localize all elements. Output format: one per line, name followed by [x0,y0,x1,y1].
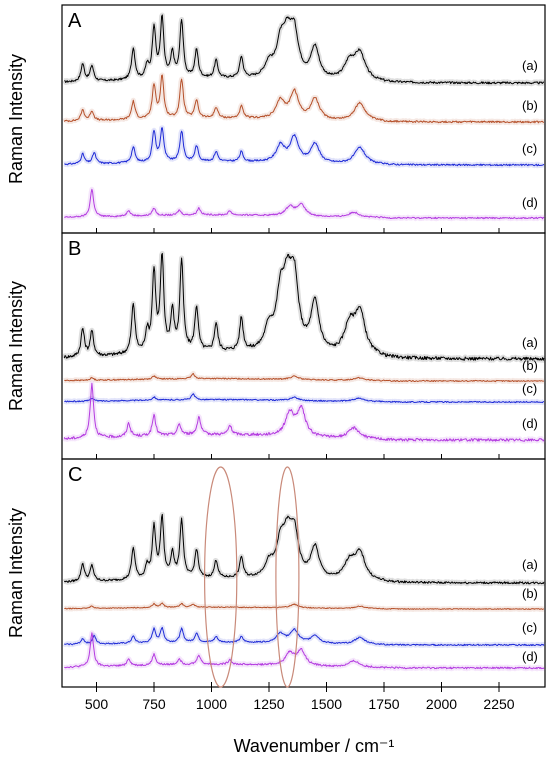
curve-label: (b) [522,586,538,601]
axis-labels: Wavenumber / cm⁻¹ [234,736,395,756]
spectrum-a-a [64,14,545,85]
panel-label: A [68,10,82,32]
panel-a: A Raman Intensity (a) (b) (c) (d) [6,4,546,234]
curve-label: (a) [522,58,538,73]
spectrum-halo [62,125,546,169]
x-tick-label: 2000 [426,696,457,712]
x-tick-label: 1250 [253,696,284,712]
panel-frame [61,232,546,460]
spectrum-halo [62,391,546,406]
panel-label: C [68,464,82,486]
x-tick-label: 750 [142,696,166,712]
x-tick-label: 1750 [368,696,399,712]
spectrum-b-a [63,252,545,361]
curve-label: (d) [522,416,538,431]
x-axis: 500 750 1000 1250 1500 1750 2000 2250 [85,687,515,712]
spectrum-c-c [63,626,545,647]
panel-frame [61,458,546,688]
spectrum-halo [62,624,547,649]
spectrum-halo [62,12,546,87]
panels: A Raman Intensity (a) (b) (c) (d) B Raman Inten… [6,4,547,688]
curve-label: (d) [522,195,538,210]
curve-label: (c) [522,141,537,156]
spectrum-c-b [64,602,544,610]
curve-label: (b) [522,358,538,373]
spectrum-b-c [64,393,545,404]
x-tick-label: 500 [85,696,109,712]
highlight-ellipse [275,466,300,688]
curve-label: (d) [522,649,538,664]
spectrum-halo [62,380,547,444]
spectrum-b-b [64,372,544,383]
y-axis-label: Raman Intensity [6,281,26,411]
x-axis-label: Wavenumber / cm⁻¹ [234,736,395,756]
curve-label: (c) [522,620,537,635]
spectrum-a-b [63,74,544,124]
x-tick-label: 2250 [483,696,514,712]
y-axis-label: Raman Intensity [6,54,26,184]
spectrum-c-d [64,632,545,670]
panel-c: C Raman Intensity (a) (b) (c) (d) [6,458,547,688]
spectrum-b-d [63,382,545,442]
spectrum-c-a [63,513,545,585]
spectrum-halo [62,511,547,587]
highlight-ellipse [203,466,238,688]
curve-label: (a) [522,557,538,572]
y-axis-label: Raman Intensity [6,508,26,638]
spectrum-a-c [64,127,545,167]
spectrum-halo [62,186,546,222]
spectrum-halo [61,250,547,363]
curve-label: (c) [522,381,537,396]
spectrum-a-d [64,188,545,220]
x-tick-label: 1500 [311,696,342,712]
x-tick-label: 1000 [196,696,227,712]
panel-label: B [68,238,81,260]
panel-b: B Raman Intensity (a) (b) (c) (d) [6,232,547,460]
curve-label: (b) [522,98,538,113]
curve-label: (a) [522,335,538,350]
